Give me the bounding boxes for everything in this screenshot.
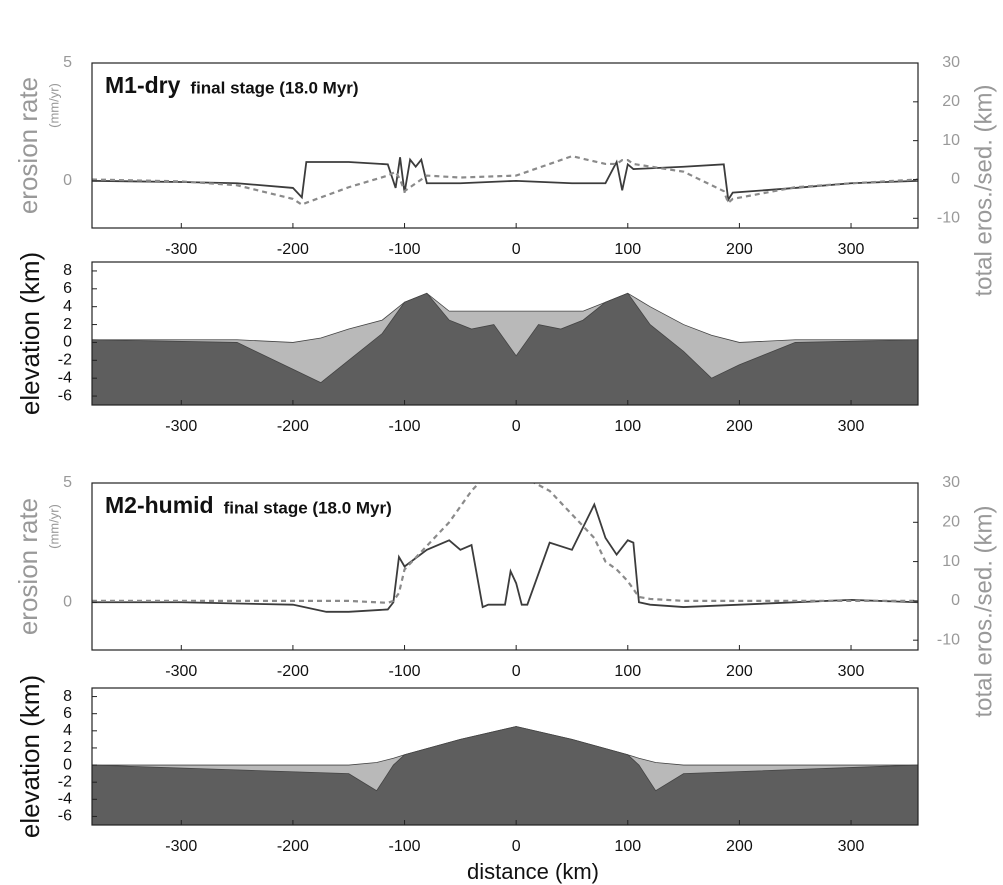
x-tick-label: 200 <box>726 241 753 258</box>
x-tick-label: -200 <box>277 418 309 435</box>
x-tick-label: 200 <box>726 838 753 855</box>
plot-area <box>92 726 918 825</box>
chart-title: M2-humid <box>105 492 214 518</box>
series-line <box>92 483 918 604</box>
y-axis-unit: (mm/yr) <box>46 504 61 549</box>
x-tick-label: 0 <box>512 241 521 258</box>
y2-tick-label: -10 <box>937 631 960 648</box>
y-tick-label: -2 <box>58 773 72 790</box>
y-tick-label: 0 <box>63 756 72 773</box>
x-tick-label: -100 <box>389 663 421 680</box>
x-tick-label: -300 <box>165 241 197 258</box>
plot-area <box>92 155 918 206</box>
x-tick-label: 0 <box>512 418 521 435</box>
x-tick-label: 100 <box>614 838 641 855</box>
series-area <box>92 292 918 405</box>
x-tick-label: 300 <box>838 838 865 855</box>
y-tick-label: 8 <box>63 688 72 705</box>
y-tick-label: -4 <box>58 369 72 386</box>
y-tick-label: 4 <box>63 298 72 315</box>
y-tick-label: 4 <box>63 722 72 739</box>
series-area <box>92 726 918 825</box>
y-tick-label: 5 <box>63 54 72 71</box>
x-tick-label: -100 <box>389 418 421 435</box>
x-tick-label: -200 <box>277 241 309 258</box>
y-tick-label: 0 <box>63 172 72 189</box>
y-tick-label: -2 <box>58 352 72 369</box>
y-tick-label: -4 <box>58 791 72 808</box>
y-axis-label: erosion rate <box>13 77 43 214</box>
y-tick-label: 6 <box>63 280 72 297</box>
y2-tick-label: 20 <box>942 93 960 110</box>
y-tick-label: 2 <box>63 316 72 333</box>
x-tick-label: 300 <box>838 663 865 680</box>
x-tick-label: -200 <box>277 838 309 855</box>
y2-axis-label: total eros./sed. (km) <box>970 505 997 717</box>
chart-subtitle: final stage (18.0 Myr) <box>224 498 392 517</box>
x-tick-label: -100 <box>389 241 421 258</box>
y-tick-label: 0 <box>63 334 72 351</box>
x-tick-label: -100 <box>389 838 421 855</box>
x-axis-label: distance (km) <box>467 859 599 884</box>
x-tick-label: 100 <box>614 418 641 435</box>
x-tick-label: -300 <box>165 663 197 680</box>
x-tick-label: 100 <box>614 663 641 680</box>
y-tick-label: 8 <box>63 262 72 279</box>
x-tick-label: 300 <box>838 418 865 435</box>
x-tick-label: -300 <box>165 838 197 855</box>
y2-tick-label: 30 <box>942 54 960 71</box>
y2-tick-label: 0 <box>951 592 960 609</box>
y2-tick-label: 30 <box>942 474 960 491</box>
y-tick-label: 2 <box>63 739 72 756</box>
x-tick-label: 100 <box>614 241 641 258</box>
y2-tick-label: -10 <box>937 210 960 227</box>
y-tick-label: -6 <box>58 387 72 404</box>
y-tick-label: 0 <box>63 594 72 611</box>
frame <box>91 62 919 229</box>
y-tick-label: -6 <box>58 808 72 825</box>
x-tick-label: 200 <box>726 663 753 680</box>
y-tick-label: 5 <box>63 474 72 491</box>
series-line <box>92 502 918 613</box>
series-line <box>92 157 918 203</box>
series-line <box>92 155 918 206</box>
y2-tick-label: 10 <box>942 553 960 570</box>
y-axis-label: erosion rate <box>13 498 43 635</box>
x-tick-label: -200 <box>277 663 309 680</box>
frame <box>91 687 919 826</box>
frame <box>91 261 919 406</box>
y-axis-label: elevation (km) <box>15 675 45 838</box>
y-axis-label: elevation (km) <box>15 252 45 415</box>
y2-tick-label: 0 <box>951 171 960 188</box>
x-tick-label: 300 <box>838 241 865 258</box>
y2-tick-label: 10 <box>942 132 960 149</box>
x-tick-label: 0 <box>512 663 521 680</box>
chart-subtitle: final stage (18.0 Myr) <box>190 78 358 97</box>
x-tick-label: 200 <box>726 418 753 435</box>
chart-title: M1-dry <box>105 72 181 98</box>
frame <box>91 482 919 651</box>
plot-area <box>92 292 918 405</box>
y-tick-label: 6 <box>63 705 72 722</box>
y2-tick-label: 20 <box>942 514 960 531</box>
plot-area <box>92 483 918 613</box>
y2-axis-label: total eros./sed. (km) <box>970 84 997 296</box>
x-tick-label: 0 <box>512 838 521 855</box>
x-tick-label: -300 <box>165 418 197 435</box>
y-axis-unit: (mm/yr) <box>46 83 61 128</box>
